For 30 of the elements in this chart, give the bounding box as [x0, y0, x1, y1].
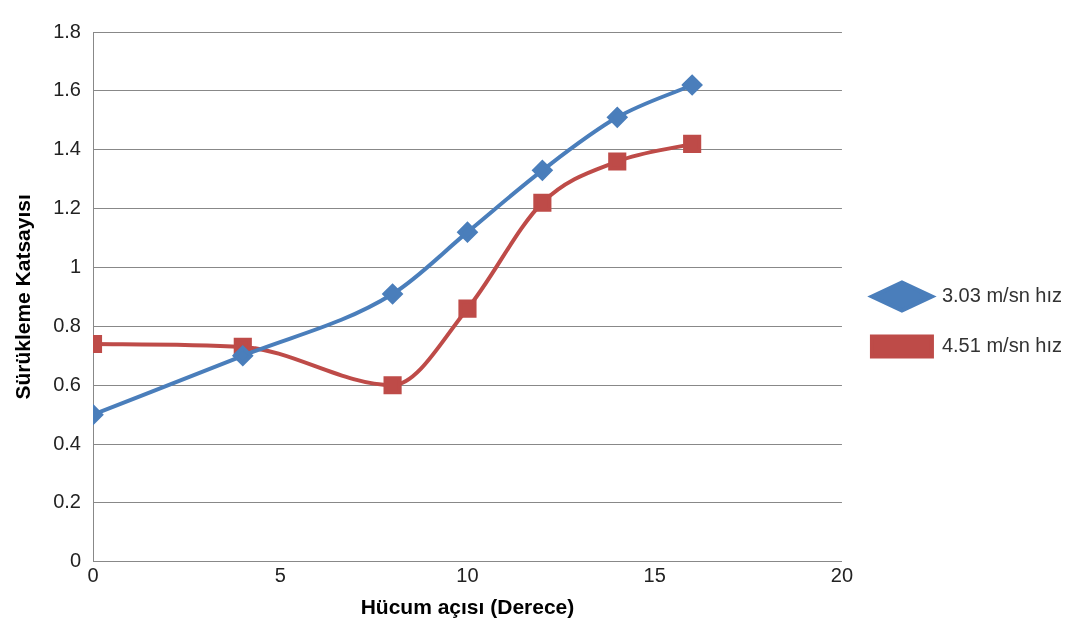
y-tick-label: 0 — [69, 549, 81, 572]
point — [457, 222, 478, 243]
point — [533, 193, 552, 212]
x-axis-title: Hücum açısı (Derece) — [360, 595, 575, 619]
point — [682, 74, 703, 95]
x-tick-label: 0 — [87, 564, 99, 587]
y-tick-label: 0.2 — [53, 490, 81, 513]
point — [683, 134, 702, 153]
x-tick-label: 10 — [456, 564, 479, 587]
legend-label: 4.51 m/sn hız — [941, 334, 1062, 357]
y-tick-label: 1 — [69, 254, 81, 277]
y-tick-label: 0.6 — [53, 372, 81, 395]
legend-label: 3.03 m/sn hız — [941, 284, 1062, 307]
y-tick-label: 1.2 — [53, 196, 81, 219]
y-tick-label: 1.8 — [53, 19, 81, 42]
point — [532, 160, 553, 181]
point — [382, 283, 403, 304]
point — [607, 107, 628, 128]
point — [608, 152, 627, 171]
y-tick-label: 0.8 — [53, 313, 81, 336]
y-tick-label: 0.4 — [53, 431, 81, 454]
point — [383, 376, 402, 395]
x-tick-label: 20 — [830, 564, 854, 587]
x-tick-label: 5 — [274, 564, 286, 587]
y-axis-title: Sürükleme Katsayısı — [11, 194, 35, 400]
point — [458, 299, 477, 318]
y-tick-label: 1.6 — [53, 78, 81, 101]
y-tick-label: 1.4 — [53, 137, 81, 160]
x-tick-label: 15 — [643, 564, 666, 587]
point — [232, 345, 253, 366]
